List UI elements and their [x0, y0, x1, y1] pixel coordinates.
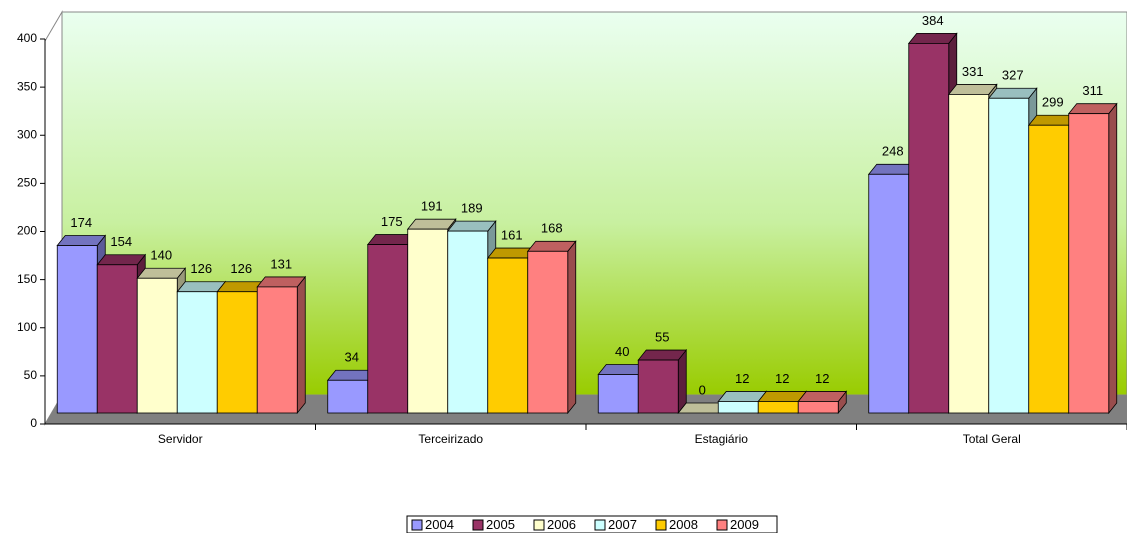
x-tick-label: Terceirizado [418, 432, 483, 446]
value-label: 40 [615, 344, 629, 359]
value-label: 12 [775, 371, 789, 386]
bar [136, 277, 178, 414]
value-label: 126 [190, 261, 212, 276]
y-tick-label: 250 [17, 176, 37, 190]
floor [45, 395, 1127, 424]
legend-label: 2005 [486, 517, 515, 532]
value-label: 299 [1042, 95, 1064, 110]
value-label: 384 [922, 13, 944, 28]
x-tick-label: Total Geral [963, 432, 1021, 446]
value-label: 55 [655, 330, 669, 345]
bar [487, 257, 529, 414]
bar [256, 286, 298, 414]
bar-top [526, 240, 577, 252]
bar [637, 359, 679, 414]
bar [527, 250, 569, 414]
value-label: 331 [962, 64, 984, 79]
legend-swatch [594, 519, 606, 531]
legend-swatch [533, 519, 545, 531]
value-label: 140 [150, 248, 172, 263]
x-tick-label: Servidor [158, 432, 203, 446]
bar [868, 173, 910, 414]
y-tick-label: 0 [30, 416, 37, 430]
value-label: 168 [541, 221, 563, 236]
bar [988, 97, 1030, 414]
bar [717, 401, 759, 414]
bar [56, 245, 98, 414]
value-label: 12 [735, 371, 749, 386]
bar [327, 379, 369, 414]
bar [176, 291, 218, 414]
y-tick-label: 350 [17, 79, 37, 93]
value-label: 0 [699, 382, 706, 397]
bar-top [947, 84, 998, 95]
value-label: 34 [345, 350, 359, 365]
legend-swatch [716, 519, 728, 531]
legend-swatch [472, 519, 484, 531]
y-tick-label: 150 [17, 272, 37, 286]
bar [96, 264, 138, 414]
value-label: 327 [1002, 68, 1024, 83]
bar-top [987, 87, 1038, 99]
bar [948, 94, 990, 414]
bar-side [567, 240, 577, 415]
bar [367, 244, 409, 414]
value-label: 175 [381, 214, 403, 229]
bar [1028, 124, 1070, 414]
bar [797, 401, 839, 414]
y-tick-label: 200 [17, 224, 37, 238]
bar-top [637, 349, 688, 361]
x-tick-label: Estagiário [695, 432, 749, 446]
bar [216, 291, 258, 414]
y-tick-label: 50 [24, 368, 38, 382]
bar [407, 228, 449, 414]
value-label: 161 [501, 227, 523, 242]
value-label: 126 [230, 261, 252, 276]
bar-top [136, 267, 187, 279]
y-tick-label: 400 [17, 31, 37, 45]
value-label: 174 [70, 215, 92, 230]
value-label: 12 [815, 371, 829, 386]
bar-top [256, 276, 307, 288]
value-label: 191 [421, 199, 443, 214]
y-tick-label: 100 [17, 320, 37, 334]
bar-top [1067, 103, 1118, 115]
value-label: 189 [461, 201, 483, 216]
bar-side [1108, 102, 1118, 415]
bar-top [797, 391, 848, 402]
bar-top [446, 220, 497, 232]
value-label: 311 [1082, 83, 1103, 98]
legend-box [406, 515, 778, 533]
legend-swatch [655, 519, 667, 531]
value-label: 154 [110, 234, 132, 249]
bar-side [296, 275, 306, 415]
legend-label: 2007 [608, 517, 637, 532]
y-tick-label: 300 [17, 127, 37, 141]
value-label: 131 [270, 256, 292, 271]
value-label: 248 [882, 144, 904, 159]
bar [447, 230, 489, 414]
legend-label: 2004 [425, 517, 454, 532]
legend-swatch [411, 519, 423, 531]
bar [908, 43, 950, 414]
bar-top [907, 33, 958, 44]
bar-top [406, 218, 457, 230]
bar-top [96, 254, 147, 266]
legend-label: 2009 [730, 517, 759, 532]
bar [757, 401, 799, 414]
bar-side [677, 348, 687, 415]
bar [1068, 113, 1110, 414]
bar-top [56, 235, 107, 246]
legend-label: 2008 [669, 517, 698, 532]
legend-label: 2006 [547, 517, 576, 532]
bar [597, 374, 639, 414]
